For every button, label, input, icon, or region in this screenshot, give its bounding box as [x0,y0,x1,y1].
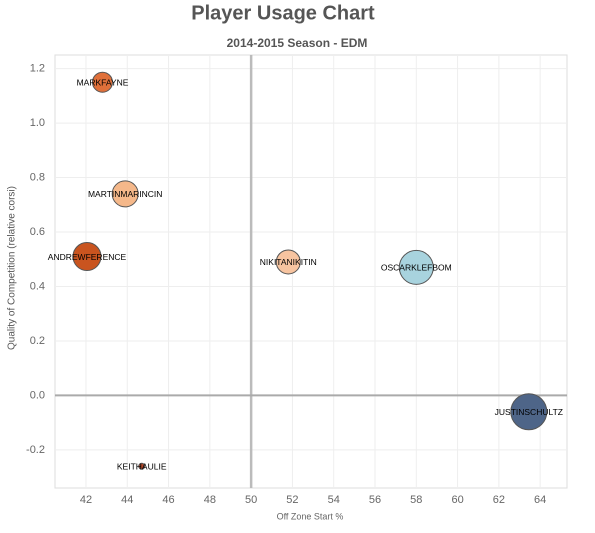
y-tick-label: 0.4 [30,280,45,292]
bubble [398,249,434,285]
chart-subtitle: 2014-2015 Season - EDM [227,36,368,50]
bubble [138,462,146,470]
bubble [111,180,139,208]
point-label: ANDREWFERENCE [48,252,127,262]
bubble [275,249,301,275]
bubble [91,71,113,93]
y-tick-label: -0.2 [26,444,45,456]
x-tick-label: 46 [162,494,174,506]
point-label: NIKITANIKITIN [260,257,317,267]
y-tick-label: 1.0 [30,117,45,129]
y-tick-label: 0.2 [30,335,45,347]
x-tick-label: 62 [493,494,505,506]
x-tick-label: 48 [204,494,216,506]
point-label: KEITHAULIE [117,461,167,471]
x-axis-label: Off Zone Start % [277,511,344,521]
bubble [72,242,102,272]
x-tick-label: 42 [80,494,92,506]
x-tick-label: 50 [245,494,257,506]
chart-title: Player Usage Chart [191,2,375,24]
bubble [510,393,548,431]
x-tick-label: 58 [410,494,422,506]
y-axis-label: Quality of Competition (relative corsi) [7,186,18,350]
x-tick-label: 52 [286,494,298,506]
point-label: MARTINMARINCIN [88,189,162,199]
x-tick-label: 64 [534,494,546,506]
x-tick-label: 60 [451,494,463,506]
point-label: OSCARKLEFBOM [381,263,452,273]
y-tick-label: 1.2 [30,63,45,75]
point-label: MARKFAYNE [77,77,129,87]
y-tick-label: 0.8 [30,171,45,183]
y-tick-label: 0.0 [30,389,45,401]
point-label: JUSTINSCHULTZ [495,407,563,417]
plot-area [54,54,568,489]
x-tick-label: 54 [328,494,340,506]
x-tick-label: 56 [369,494,381,506]
y-tick-label: 0.6 [30,226,45,238]
x-tick-label: 44 [121,494,133,506]
